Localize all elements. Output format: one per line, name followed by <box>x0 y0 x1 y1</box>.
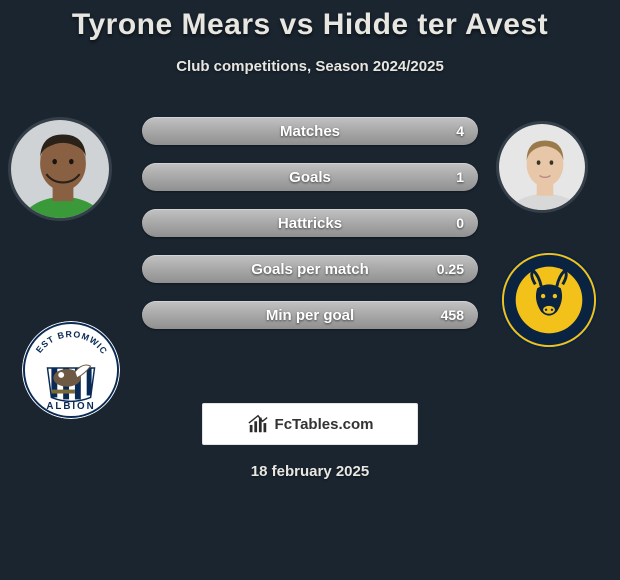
crest-icon: WEST BROMWICH ALBION <box>22 321 120 419</box>
footer-date: 18 february 2025 <box>0 463 620 480</box>
player-right-portrait <box>496 121 588 213</box>
comparison-card: Tyrone Mears vs Hidde ter Avest Club com… <box>0 0 620 580</box>
stat-row-hattricks: Hattricks 0 <box>142 209 478 237</box>
stat-label: Goals per match <box>251 261 369 278</box>
avatar-icon <box>11 120 112 221</box>
stat-label: Matches <box>280 123 340 140</box>
stat-bars: Matches 4 Goals 1 Hattricks 0 Goals per … <box>142 117 478 329</box>
stat-row-matches: Matches 4 <box>142 117 478 145</box>
avatar-icon <box>499 124 588 213</box>
stat-right-value: 4 <box>456 123 464 139</box>
stat-right-value: 1 <box>456 169 464 185</box>
club-left-crest: WEST BROMWICH ALBION <box>22 321 120 419</box>
stat-right-value: 0 <box>456 215 464 231</box>
stat-row-goals-per-match: Goals per match 0.25 <box>142 255 478 283</box>
page-title: Tyrone Mears vs Hidde ter Avest <box>0 8 620 42</box>
stat-row-min-per-goal: Min per goal 458 <box>142 301 478 329</box>
brand-badge[interactable]: FcTables.com <box>202 403 418 445</box>
stat-label: Goals <box>289 169 331 186</box>
brand-text: FcTables.com <box>275 416 374 433</box>
stat-right-value: 458 <box>441 307 464 323</box>
club-right-crest: OXFORD UNITED <box>500 251 598 349</box>
crest-icon: OXFORD UNITED <box>500 251 598 349</box>
chart-icon <box>247 413 269 435</box>
crest-left-text: ALBION <box>46 401 95 412</box>
player-left-portrait <box>8 117 112 221</box>
stat-label: Min per goal <box>266 307 354 324</box>
stat-right-value: 0.25 <box>437 261 464 277</box>
stats-area: WEST BROMWICH ALBION <box>0 117 620 329</box>
stat-row-goals: Goals 1 <box>142 163 478 191</box>
page-subtitle: Club competitions, Season 2024/2025 <box>0 58 620 75</box>
stat-label: Hattricks <box>278 215 342 232</box>
